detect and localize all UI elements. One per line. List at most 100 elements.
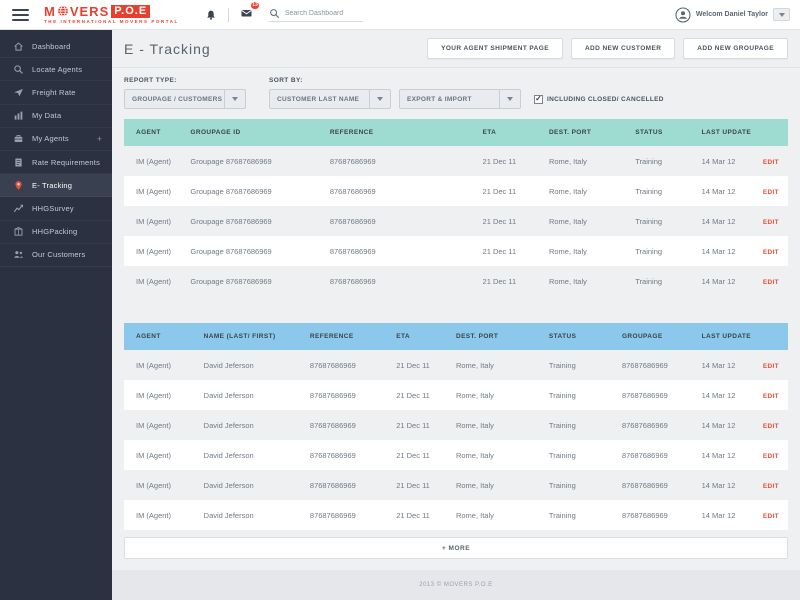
bar-chart-icon xyxy=(14,111,23,120)
expand-plus-icon[interactable]: + xyxy=(96,133,102,144)
sidebar-item-my-agents[interactable]: My Agents + xyxy=(0,128,112,151)
chevron-down-icon xyxy=(369,90,390,108)
document-icon xyxy=(15,157,22,167)
cell-last-update: 14 Mar 12 xyxy=(701,480,736,490)
report-type-label: REPORT TYPE: xyxy=(124,77,177,84)
groupage-table: AGENT GROUPAGE ID REFERENCE ETA DEST. PO… xyxy=(124,119,788,296)
table-row: IM (Agent) David Jeferson 87687686969 21… xyxy=(124,350,788,380)
more-button[interactable]: + MORE xyxy=(124,537,788,559)
customers-table-header: AGENT NAME (LAST/ FIRST) REFERENCE ETA D… xyxy=(124,323,788,350)
cell-reference: 87687686969 xyxy=(309,510,356,520)
menu-icon[interactable] xyxy=(12,8,29,21)
your-agent-shipment-page-button[interactable]: YOUR AGENT SHIPMENT PAGE xyxy=(427,38,563,59)
cell-dest-port: Rome, Italy xyxy=(455,510,494,520)
cell-dest-port: Rome, Italy xyxy=(548,216,587,226)
globe-icon xyxy=(57,5,68,17)
cell-reference: 87687686969 xyxy=(309,390,356,400)
cell-agent: IM (Agent) xyxy=(136,510,172,520)
export-import-select[interactable]: EXPORT & IMPORT xyxy=(399,89,521,109)
cell-last-update: 14 Mar 12 xyxy=(701,510,736,520)
search-icon xyxy=(14,65,23,74)
sidebar-item-our-customers[interactable]: Our Customers xyxy=(0,244,112,267)
cell-agent: IM (Agent) xyxy=(136,156,172,166)
cell-reference: 87687686969 xyxy=(329,246,376,256)
cell-name: David Jeferson xyxy=(203,480,254,490)
cell-last-update: 14 Mar 12 xyxy=(701,186,736,196)
chevron-down-icon xyxy=(778,12,785,17)
cell-last-update: 14 Mar 12 xyxy=(701,390,736,400)
edit-link[interactable]: EDIT xyxy=(762,422,779,430)
briefcase-icon xyxy=(14,135,23,143)
cell-dest-port: Rome, Italy xyxy=(455,450,494,460)
edit-link[interactable]: EDIT xyxy=(762,278,779,286)
cell-groupage-id: Groupage 87687686969 xyxy=(190,216,272,226)
add-new-customer-button[interactable]: ADD NEW CUSTOMER xyxy=(570,38,676,59)
edit-link[interactable]: EDIT xyxy=(762,362,779,370)
search-bar xyxy=(268,8,363,22)
sidebar-item-my-data[interactable]: My Data xyxy=(0,105,112,128)
cell-status: Training xyxy=(548,420,576,430)
cell-eta: 21 Dec 11 xyxy=(482,216,517,226)
messages-icon[interactable]: 13 xyxy=(240,0,260,24)
cell-name: David Jeferson xyxy=(203,510,254,520)
cell-groupage: 87687686969 xyxy=(621,360,668,370)
cell-eta: 21 Dec 11 xyxy=(482,156,517,166)
edit-link[interactable]: EDIT xyxy=(762,482,779,490)
sidebar-item-rate-requirements[interactable]: Rate Requirements xyxy=(0,151,112,175)
cell-dest-port: Rome, Italy xyxy=(548,246,587,256)
copyright-text: 2013 © MOVERS P.O.E xyxy=(419,582,493,588)
cell-eta: 21 Dec 11 xyxy=(482,186,517,196)
map-pin-icon xyxy=(15,180,22,190)
sidebar-item-e-tracking[interactable]: E- Tracking xyxy=(0,174,112,198)
sort-by-label: SORT BY: xyxy=(269,77,303,84)
page-header: E - Tracking YOUR AGENT SHIPMENT PAGE AD… xyxy=(112,30,800,68)
cell-last-update: 14 Mar 12 xyxy=(701,450,736,460)
report-type-select[interactable]: GROUPAGE / CUSTOMERS xyxy=(124,89,246,109)
cell-status: Training xyxy=(548,360,576,370)
sort-by-select[interactable]: CUSTOMER LAST NAME xyxy=(269,89,391,109)
cell-last-update: 14 Mar 12 xyxy=(701,246,736,256)
sidebar-item-dashboard[interactable]: Dashboard xyxy=(0,35,112,59)
add-new-groupage-button[interactable]: ADD NEW GROUPAGE xyxy=(683,38,788,59)
cell-dest-port: Rome, Italy xyxy=(548,156,587,166)
user-dropdown-button[interactable] xyxy=(773,8,790,21)
cell-eta: 21 Dec 11 xyxy=(396,420,430,430)
cell-eta: 21 Dec 11 xyxy=(396,510,430,520)
edit-link[interactable]: EDIT xyxy=(762,158,779,166)
sidebar-item-hhgsurvey[interactable]: HHGSurvey xyxy=(0,197,112,221)
cell-name: David Jeferson xyxy=(203,390,254,400)
cell-status: Training xyxy=(635,276,663,286)
table-row: IM (Agent) David Jeferson 87687686969 21… xyxy=(124,410,788,440)
cell-status: Training xyxy=(548,480,576,490)
divider xyxy=(227,7,229,22)
cell-agent: IM (Agent) xyxy=(136,450,172,460)
search-input[interactable] xyxy=(284,9,363,17)
bell-icon[interactable] xyxy=(205,9,217,21)
cell-eta: 21 Dec 11 xyxy=(396,360,430,370)
cell-eta: 21 Dec 11 xyxy=(396,390,430,400)
cell-reference: 87687686969 xyxy=(329,156,376,166)
table-row: IM (Agent) David Jeferson 87687686969 21… xyxy=(124,440,788,470)
including-closed-checkbox[interactable]: ✓ INCLUDING CLOSED/ CANCELLED xyxy=(534,94,664,104)
edit-link[interactable]: EDIT xyxy=(762,248,779,256)
avatar xyxy=(675,6,691,23)
cell-groupage: 87687686969 xyxy=(621,510,668,520)
cell-reference: 87687686969 xyxy=(309,360,356,370)
table-row: IM (Agent) Groupage 87687686969 87687686… xyxy=(124,146,788,176)
edit-link[interactable]: EDIT xyxy=(762,392,779,400)
sidebar-item-locate-agents[interactable]: Locate Agents xyxy=(0,58,112,82)
sidebar-item-freight-rate[interactable]: Freight Rate xyxy=(0,81,112,105)
chevron-down-icon xyxy=(499,90,520,108)
brand-text-left: M xyxy=(44,3,56,19)
edit-link[interactable]: EDIT xyxy=(762,512,779,520)
topbar: M VERS P.O.E THE INTERNATIONAL MOVERS PO… xyxy=(0,0,800,30)
cell-status: Training xyxy=(548,450,576,460)
line-chart-icon xyxy=(13,204,23,213)
sidebar-item-hhgpacking[interactable]: HHGPacking xyxy=(0,221,112,244)
edit-link[interactable]: EDIT xyxy=(762,218,779,226)
cell-agent: IM (Agent) xyxy=(136,276,172,286)
edit-link[interactable]: EDIT xyxy=(762,452,779,460)
cell-name: David Jeferson xyxy=(203,450,254,460)
edit-link[interactable]: EDIT xyxy=(762,188,779,196)
cell-status: Training xyxy=(635,216,663,226)
